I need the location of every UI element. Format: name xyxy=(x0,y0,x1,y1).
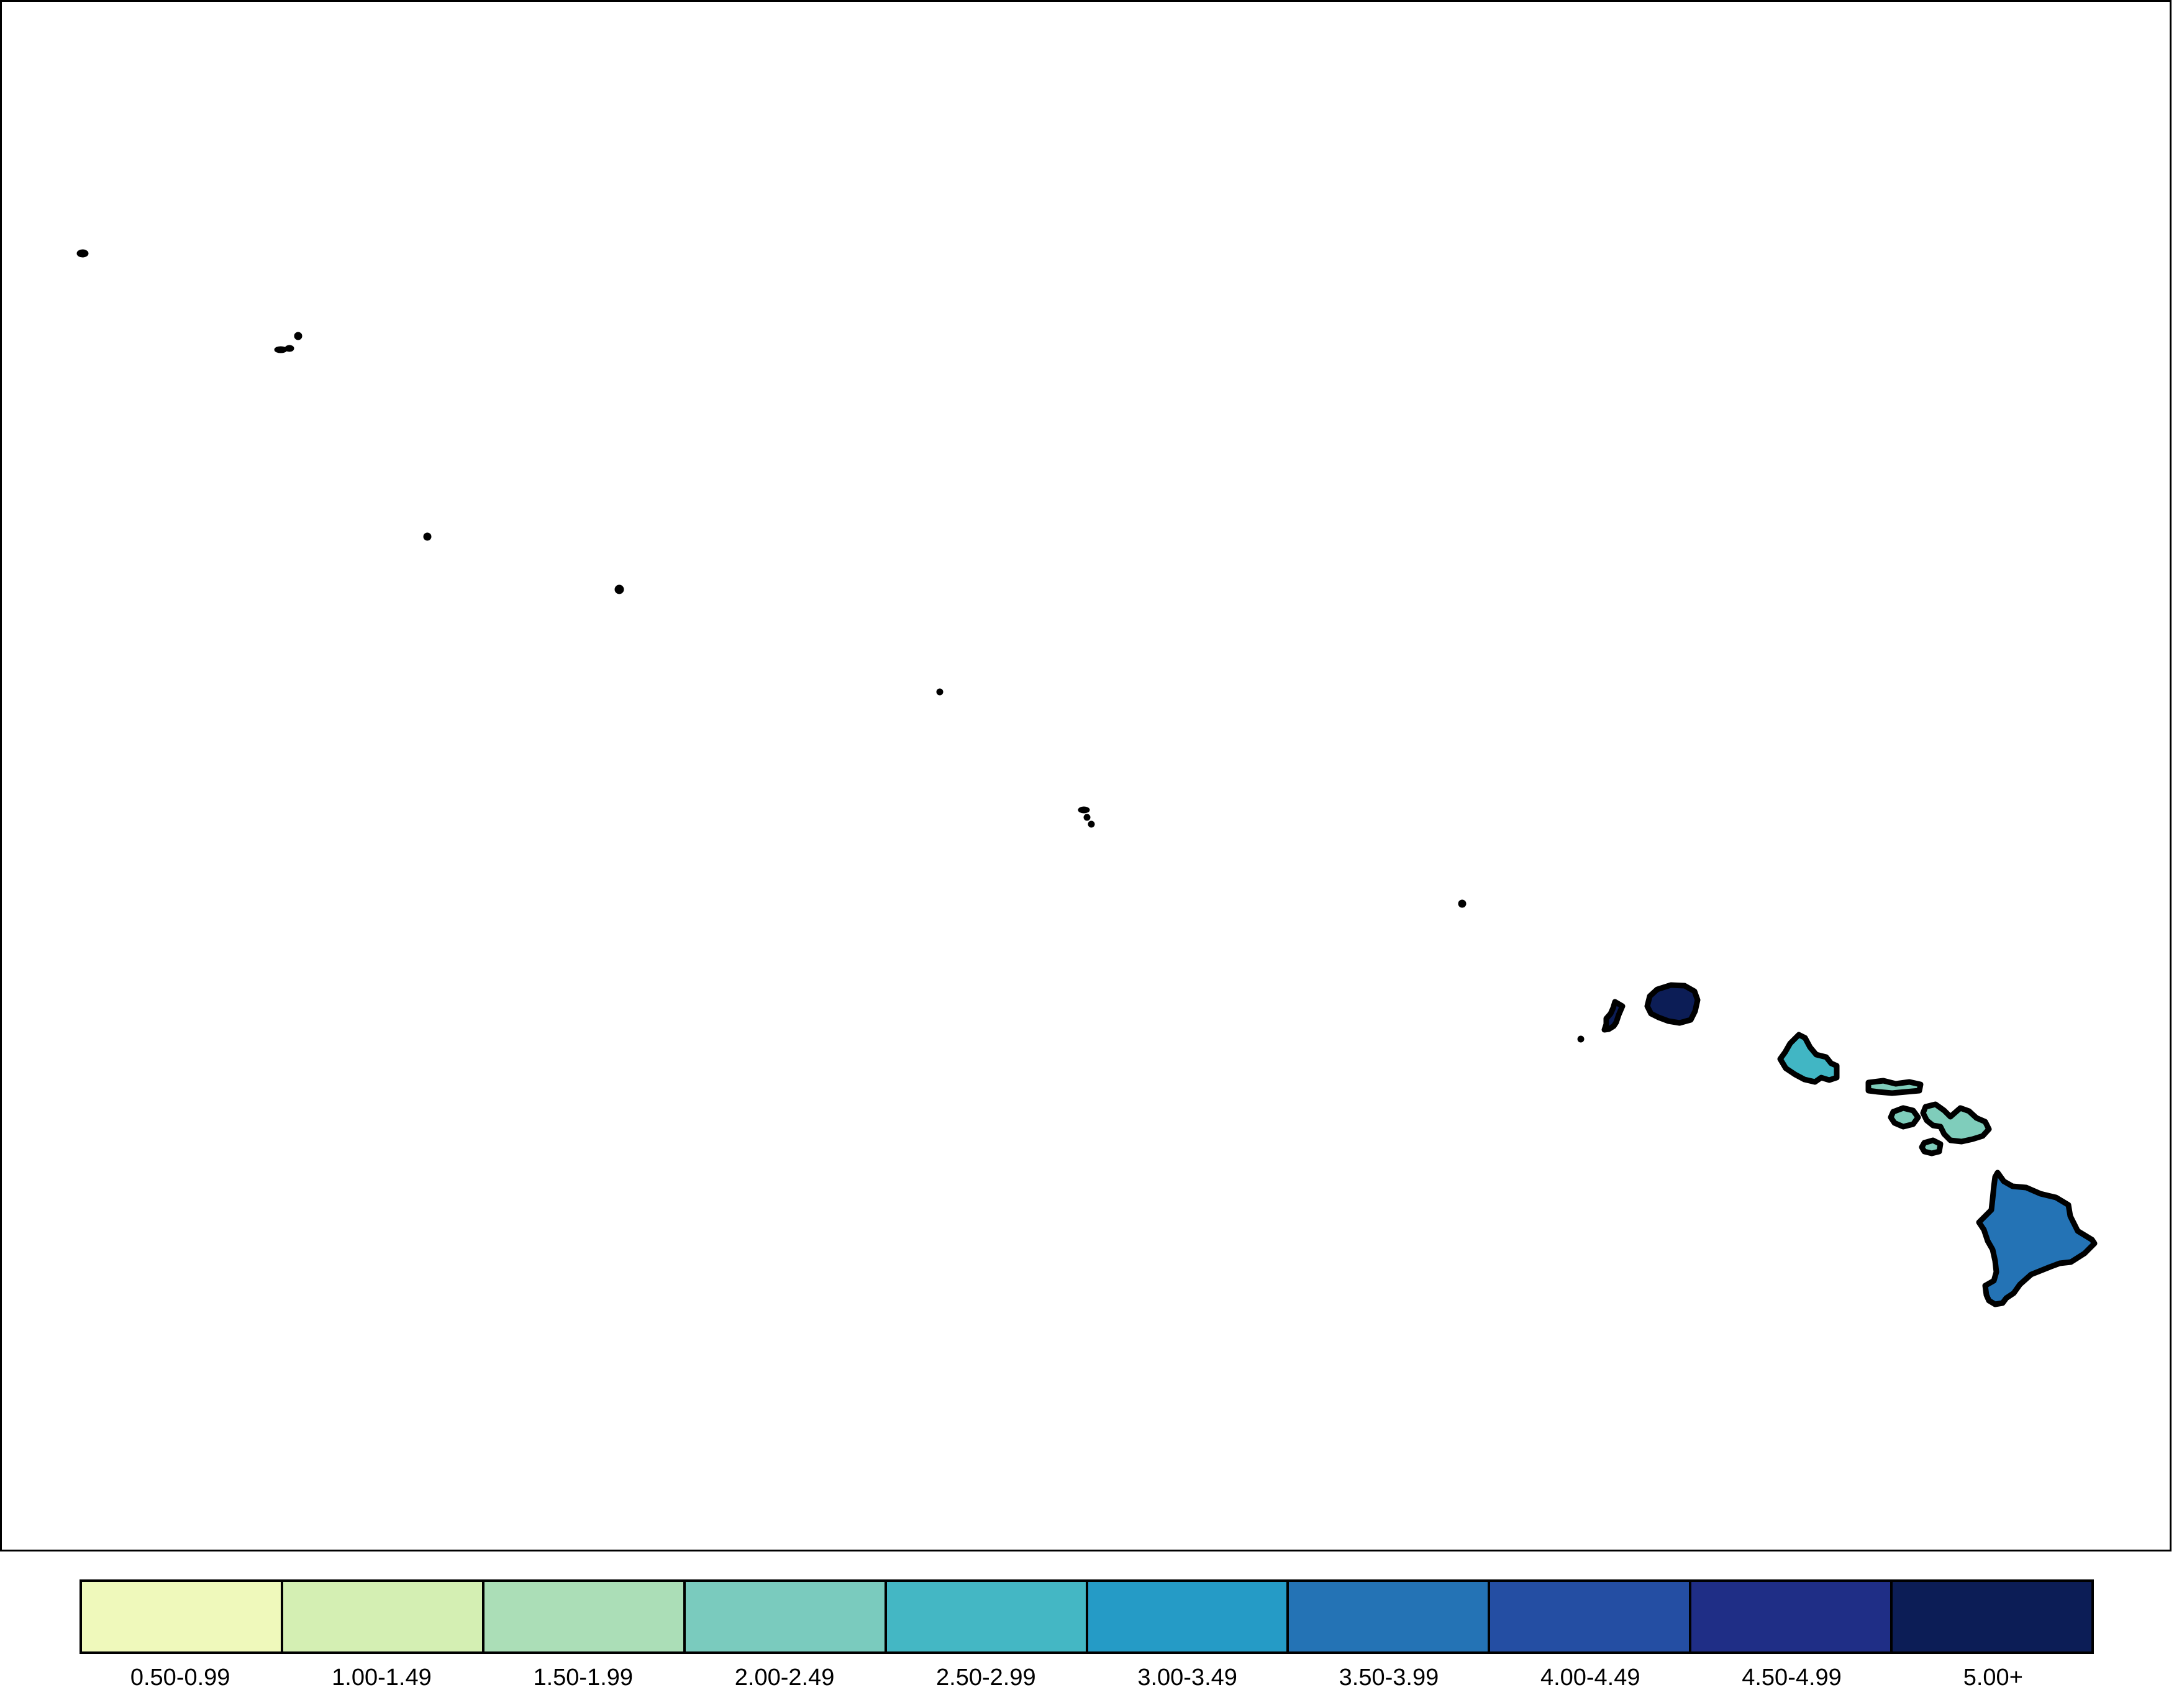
island-hawaii xyxy=(1976,1170,2098,1307)
island-kahoolawe xyxy=(1919,1137,1944,1156)
legend-swatch xyxy=(1490,1582,1692,1651)
legend-swatch xyxy=(484,1582,686,1651)
island-kauai xyxy=(1644,982,1701,1026)
legend-color-bar xyxy=(80,1579,2094,1654)
map-canvas xyxy=(76,249,2098,1307)
legend-label: 5.00+ xyxy=(1963,1665,2023,1691)
island-kure xyxy=(76,249,89,258)
island-molokai xyxy=(1865,1078,1924,1096)
island-maui xyxy=(1920,1101,1992,1145)
island-french-frigate xyxy=(1078,806,1095,828)
island-laysan xyxy=(936,688,944,696)
legend-label: 3.50-3.99 xyxy=(1339,1665,1439,1691)
island-niihau xyxy=(1601,999,1626,1033)
map-frame xyxy=(0,0,2172,1551)
legend-swatch xyxy=(886,1582,1088,1651)
legend-label: 3.00-3.49 xyxy=(1137,1665,1237,1691)
legend-label: 1.00-1.49 xyxy=(332,1665,432,1691)
legend-label: 0.50-0.99 xyxy=(130,1665,230,1691)
legend-swatch xyxy=(1893,1582,2092,1651)
legend-label: 2.00-2.49 xyxy=(734,1665,835,1691)
legend-label: 2.50-2.99 xyxy=(936,1665,1036,1691)
island-lanai xyxy=(1888,1105,1921,1130)
legend-swatch xyxy=(283,1582,484,1651)
island-pearl-hermes xyxy=(423,532,432,541)
legend-swatch xyxy=(1088,1582,1289,1651)
legend-label: 1.50-1.99 xyxy=(533,1665,634,1691)
island-lisianski xyxy=(614,584,624,594)
island-oahu xyxy=(1777,1032,1840,1085)
legend-swatch xyxy=(1691,1582,1893,1651)
legend-swatch xyxy=(1289,1582,1491,1651)
island-nihoa xyxy=(1577,1035,1585,1043)
island-midway xyxy=(274,332,302,353)
legend-label: 4.00-4.49 xyxy=(1540,1665,1640,1691)
island-necker xyxy=(1458,899,1467,908)
legend-swatch xyxy=(82,1582,283,1651)
legend-labels: 0.50-0.99 1.00-1.49 1.50-1.99 2.00-2.49 … xyxy=(80,1665,2094,1696)
legend-swatch xyxy=(685,1582,887,1651)
legend-label: 4.50-4.99 xyxy=(1742,1665,1842,1691)
